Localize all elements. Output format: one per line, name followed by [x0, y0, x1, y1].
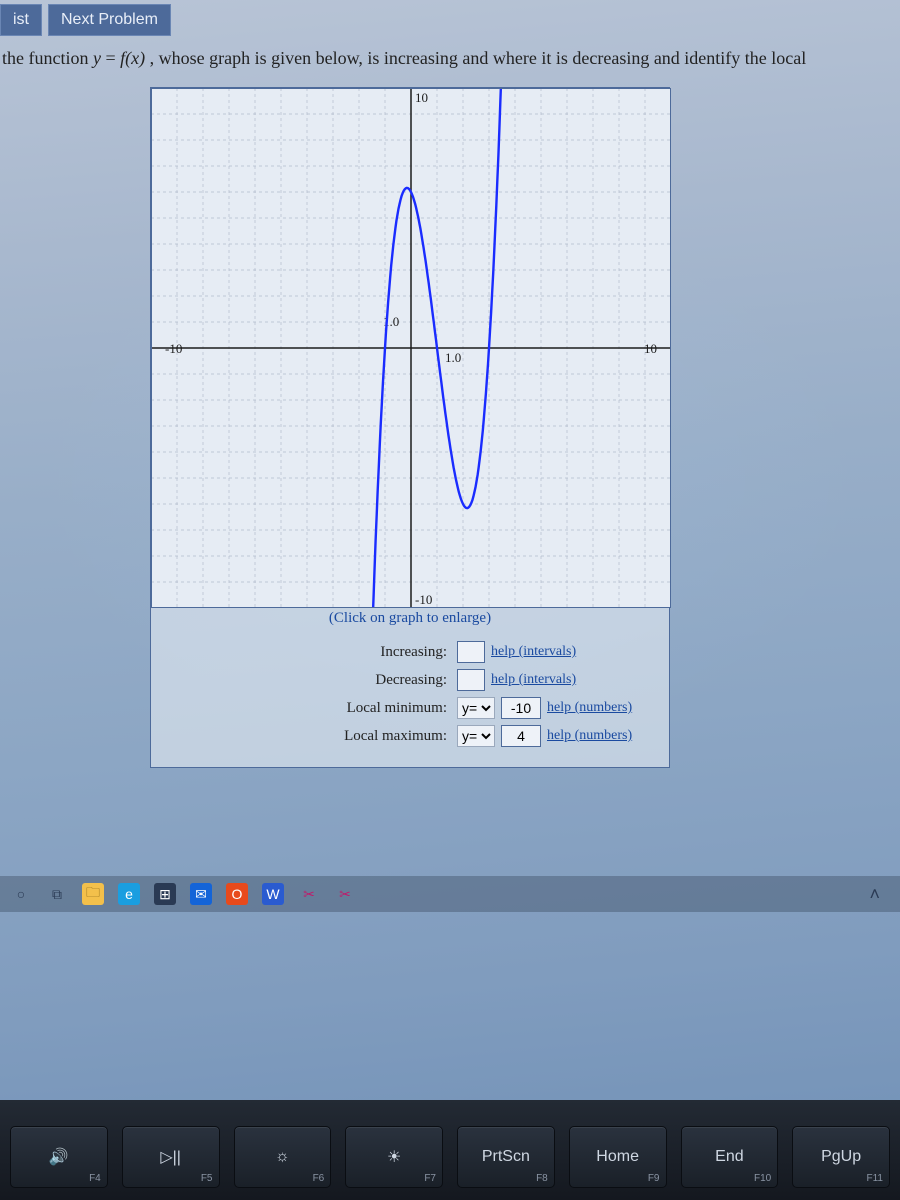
row-local-min: Local minimum: y= help (numbers) — [151, 697, 669, 719]
tray-caret-icon[interactable]: ˄ — [869, 884, 880, 905]
key-f6: ☼ F6 — [234, 1126, 332, 1188]
ms-store-icon[interactable]: ⊞ — [154, 883, 176, 905]
laptop-keyboard-strip: 🔊 F4 ▷|| F5 ☼ F6 ☀ F7 PrtScn F8 Home F9 End F10 PgUp F1… — [0, 1100, 900, 1200]
svg-text:-10: -10 — [415, 592, 432, 607]
svg-text:10: 10 — [415, 90, 428, 105]
key-f9-label: Home — [596, 1148, 639, 1166]
svg-text:1.0: 1.0 — [445, 350, 461, 365]
local-min-select[interactable]: y= — [457, 697, 495, 719]
key-f6-label: ☼ — [275, 1148, 290, 1166]
key-f11-label: PgUp — [821, 1148, 861, 1166]
svg-text:-10: -10 — [165, 341, 182, 356]
key-f10-sublabel: F10 — [754, 1173, 771, 1184]
function-graph[interactable]: 10-1010-101.01.0 — [151, 88, 671, 608]
next-problem-button[interactable]: Next Problem — [48, 4, 171, 36]
graph-container: 10-1010-101.01.0 (Click on graph to enla… — [150, 87, 670, 768]
key-f8-sublabel: F8 — [536, 1173, 548, 1184]
key-f10-label: End — [715, 1148, 743, 1166]
increasing-input[interactable] — [457, 641, 485, 663]
key-f5: ▷|| F5 — [122, 1126, 220, 1188]
key-f10: End F10 — [681, 1126, 779, 1188]
graph-caption[interactable]: (Click on graph to enlarge) — [151, 608, 669, 635]
key-f5-sublabel: F5 — [201, 1173, 213, 1184]
key-f7: ☀ F7 — [345, 1126, 443, 1188]
decreasing-input[interactable] — [457, 669, 485, 691]
key-f8-label: PrtScn — [482, 1148, 530, 1166]
mail-icon[interactable]: ✉ — [190, 883, 212, 905]
equals-sign: = — [105, 48, 120, 68]
local-max-input[interactable] — [501, 725, 541, 747]
local-min-label: Local minimum: — [151, 700, 451, 717]
increasing-label: Increasing: — [151, 644, 451, 661]
answer-rows: Increasing: help (intervals) Decreasing:… — [151, 641, 669, 767]
key-f6-sublabel: F6 — [313, 1173, 325, 1184]
problem-lhs: y — [93, 48, 101, 68]
edge-icon[interactable]: e — [118, 883, 140, 905]
snip-icon[interactable]: ✂ — [298, 883, 320, 905]
snip2-icon[interactable]: ✂ — [334, 883, 356, 905]
file-explorer-icon[interactable]: 🗀 — [82, 883, 104, 905]
key-f4: 🔊 F4 — [10, 1126, 108, 1188]
key-f5-label: ▷|| — [160, 1147, 181, 1167]
key-f4-label: 🔊 — [49, 1147, 69, 1167]
key-f9: Home F9 — [569, 1126, 667, 1188]
cortana-icon[interactable]: ○ — [10, 883, 32, 905]
key-f11: PgUp F11 — [792, 1126, 890, 1188]
key-f7-sublabel: F7 — [424, 1173, 436, 1184]
row-local-max: Local maximum: y= help (numbers) — [151, 725, 669, 747]
problem-prefix: the function — [2, 48, 93, 68]
decreasing-help-link[interactable]: help (intervals) — [491, 672, 576, 688]
svg-text:10: 10 — [644, 341, 657, 356]
key-f11-sublabel: F11 — [867, 1173, 884, 1184]
local-min-help-link[interactable]: help (numbers) — [547, 700, 632, 716]
toolbar: ist Next Problem — [0, 0, 900, 40]
row-increasing: Increasing: help (intervals) — [151, 641, 669, 663]
local-max-help-link[interactable]: help (numbers) — [547, 728, 632, 744]
windows-taskbar: ○ ⧉ 🗀 e ⊞ ✉ OW ✂ ✂ ˄ — [0, 876, 900, 912]
key-f7-label: ☀ — [387, 1147, 401, 1167]
taskview-icon[interactable]: ⧉ — [46, 883, 68, 905]
office-icon[interactable]: O — [226, 883, 248, 905]
problem-rhs: f(x) — [120, 48, 145, 68]
local-max-select[interactable]: y= — [457, 725, 495, 747]
key-f8: PrtScn F8 — [457, 1126, 555, 1188]
decreasing-label: Decreasing: — [151, 672, 451, 689]
problem-rest: , whose graph is given below, is increas… — [150, 48, 807, 68]
problem-text: the function y = f(x) , whose graph is g… — [0, 40, 900, 87]
list-button[interactable]: ist — [0, 4, 42, 36]
increasing-help-link[interactable]: help (intervals) — [491, 644, 576, 660]
local-min-input[interactable] — [501, 697, 541, 719]
key-f4-sublabel: F4 — [89, 1173, 101, 1184]
key-f9-sublabel: F9 — [648, 1173, 660, 1184]
local-max-label: Local maximum: — [151, 728, 451, 745]
row-decreasing: Decreasing: help (intervals) — [151, 669, 669, 691]
word-icon[interactable]: W — [262, 883, 284, 905]
